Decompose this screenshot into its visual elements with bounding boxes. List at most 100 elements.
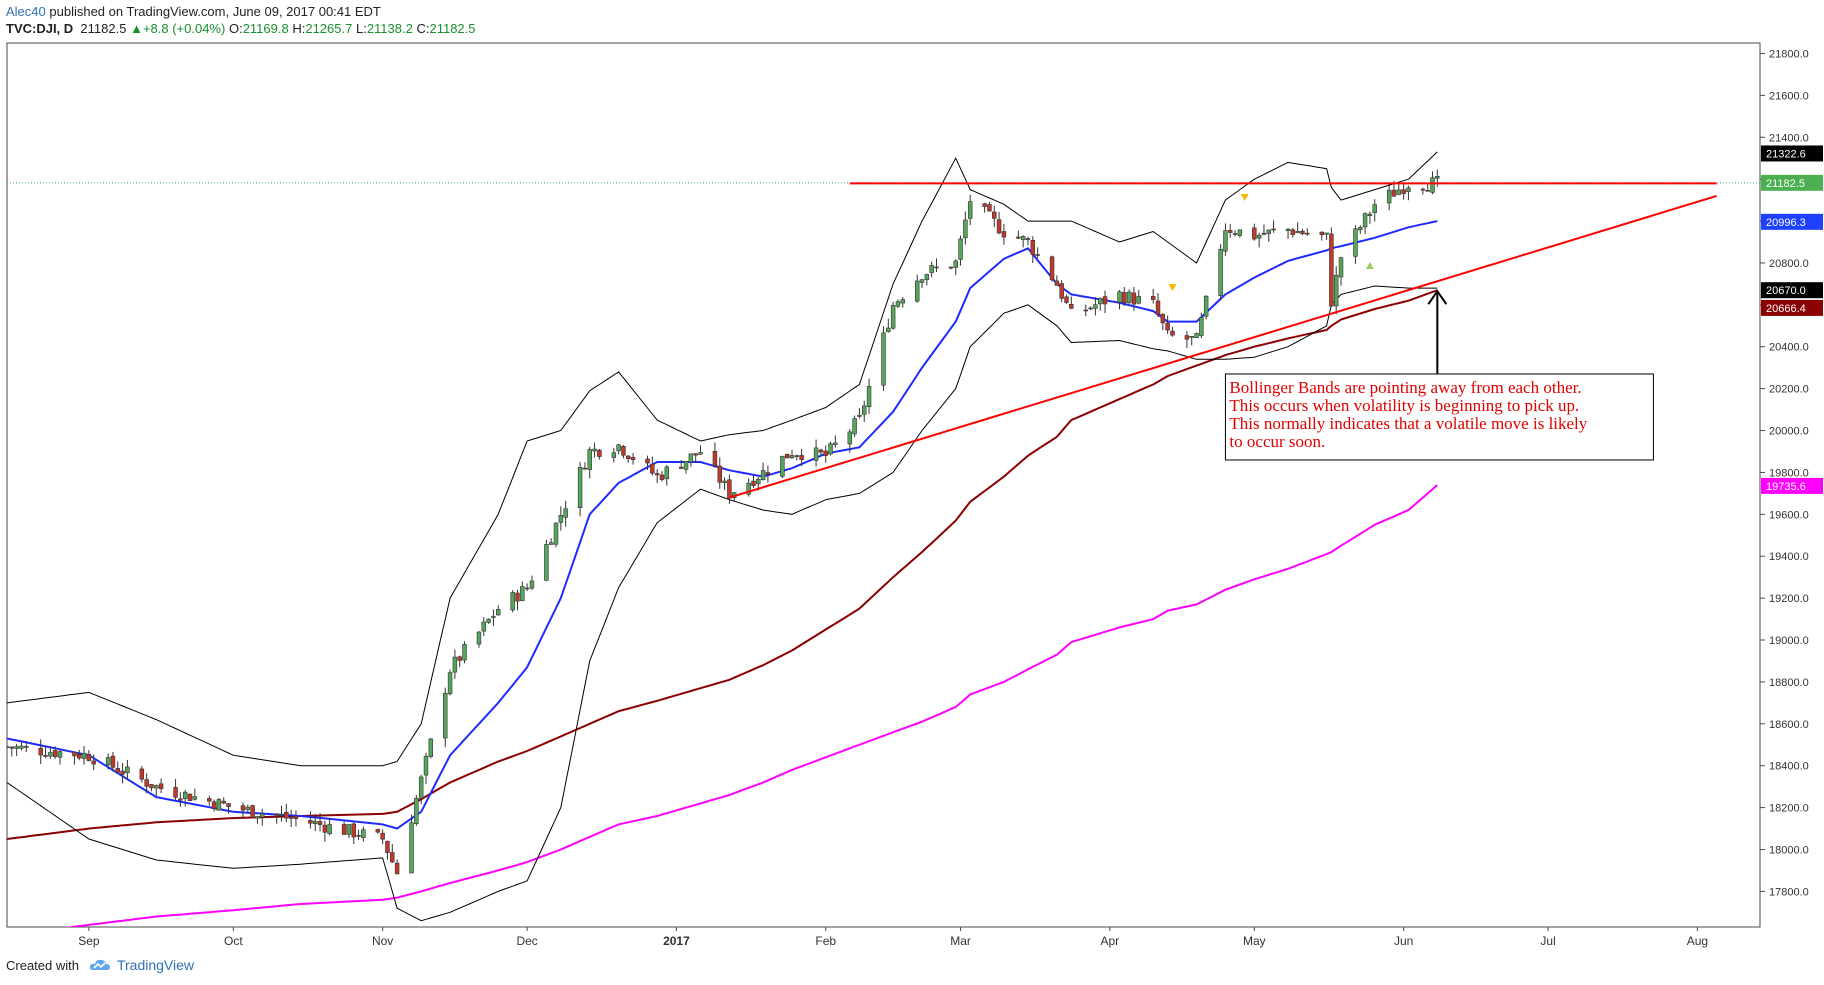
candle-body bbox=[722, 480, 727, 483]
candle-body bbox=[852, 418, 857, 435]
price-scale-label-bg bbox=[1761, 477, 1823, 494]
candle bbox=[1218, 244, 1223, 301]
candle-body bbox=[1194, 333, 1199, 338]
candle bbox=[582, 462, 588, 470]
candle bbox=[722, 477, 727, 491]
candle bbox=[457, 655, 462, 668]
candle-body bbox=[409, 822, 414, 874]
candle-body bbox=[963, 219, 968, 239]
candle-body bbox=[563, 508, 568, 518]
candle bbox=[211, 799, 217, 812]
candle bbox=[544, 539, 549, 582]
candle bbox=[914, 274, 920, 303]
candle bbox=[558, 506, 564, 531]
price-scale-label-text: 20670.0 bbox=[1766, 285, 1806, 297]
candle bbox=[1025, 236, 1031, 246]
candle-body bbox=[548, 542, 554, 545]
candle bbox=[1406, 185, 1411, 201]
candle bbox=[327, 818, 332, 836]
candle-body bbox=[1338, 257, 1344, 278]
candle bbox=[1266, 229, 1272, 242]
price-tick-label: 19000.0 bbox=[1769, 635, 1809, 647]
candle-body bbox=[308, 820, 313, 824]
candle bbox=[375, 828, 381, 834]
candle-body bbox=[1001, 231, 1007, 238]
candle-body bbox=[226, 803, 231, 807]
time-axis[interactable]: Sep Oct Nov Dec 2017 Feb Mar Apr May Jun Jul Aug bbox=[78, 927, 1708, 948]
candle bbox=[1189, 336, 1194, 346]
candle bbox=[284, 803, 289, 823]
candle-body bbox=[929, 265, 934, 273]
candle bbox=[881, 326, 886, 391]
candle bbox=[9, 746, 15, 757]
candle bbox=[765, 465, 771, 483]
candle-body bbox=[717, 465, 722, 483]
candle-body bbox=[414, 797, 419, 824]
close-label: C: bbox=[416, 21, 430, 36]
candle bbox=[245, 804, 251, 813]
ma200-line bbox=[64, 484, 1438, 927]
candle-body bbox=[727, 479, 732, 499]
time-tick-label: Jun bbox=[1394, 934, 1413, 948]
candle bbox=[221, 797, 226, 805]
candle-body bbox=[1016, 236, 1021, 239]
candle bbox=[240, 802, 246, 819]
signal-marker-icon bbox=[1365, 262, 1374, 270]
price-scale-label-text: 20666.4 bbox=[1766, 303, 1806, 315]
change-arrow-icon: ▲ bbox=[130, 21, 143, 36]
candle-body bbox=[361, 829, 366, 838]
candle bbox=[1256, 232, 1262, 248]
candle bbox=[1160, 313, 1166, 331]
candle-body bbox=[1160, 313, 1166, 324]
candle bbox=[390, 843, 395, 863]
candle-body bbox=[890, 304, 896, 329]
time-tick-label: Dec bbox=[516, 934, 537, 948]
candle bbox=[260, 808, 265, 826]
candle bbox=[1319, 231, 1324, 241]
candle bbox=[857, 408, 862, 419]
candle-body bbox=[110, 755, 116, 768]
candle-body bbox=[255, 816, 260, 819]
candle bbox=[462, 641, 467, 664]
symbol-label[interactable]: TVC:DJI, D bbox=[6, 21, 74, 36]
candle-body bbox=[1435, 176, 1440, 179]
candle-body bbox=[149, 784, 154, 789]
candle bbox=[630, 453, 636, 465]
price-scale-label: 20670.0 bbox=[1761, 282, 1823, 299]
candle-body bbox=[862, 405, 867, 415]
candle-body bbox=[914, 280, 920, 302]
candle-body bbox=[1401, 189, 1406, 194]
candle bbox=[751, 475, 756, 489]
candle bbox=[616, 443, 621, 455]
candle bbox=[712, 442, 718, 468]
candle bbox=[1102, 290, 1108, 314]
candle-body bbox=[1203, 295, 1209, 317]
candle bbox=[356, 829, 361, 841]
candle bbox=[1333, 266, 1339, 315]
candle-body bbox=[1131, 292, 1137, 305]
candle bbox=[929, 261, 934, 278]
candle-body bbox=[1329, 233, 1334, 307]
candle bbox=[900, 296, 905, 308]
candle bbox=[553, 522, 559, 548]
price-scale-label-text: 20996.3 bbox=[1766, 217, 1806, 229]
candle-body bbox=[996, 219, 1002, 234]
candle bbox=[139, 765, 145, 783]
candle bbox=[1030, 236, 1036, 264]
candle-body bbox=[1122, 292, 1127, 304]
author-link[interactable]: Alec40 bbox=[6, 4, 46, 19]
candle-body bbox=[958, 238, 963, 260]
tradingview-logo-text[interactable]: TradingView bbox=[116, 957, 195, 973]
candle bbox=[154, 784, 159, 798]
candle-body bbox=[1300, 230, 1305, 235]
candle bbox=[1093, 297, 1098, 316]
candle bbox=[592, 442, 597, 458]
candle bbox=[1194, 332, 1199, 338]
price-tick-label: 20800.0 bbox=[1769, 258, 1809, 270]
candle bbox=[1150, 288, 1156, 304]
candle-body bbox=[154, 785, 159, 789]
candle bbox=[187, 793, 193, 801]
candle bbox=[1020, 235, 1026, 248]
candle bbox=[679, 459, 684, 470]
